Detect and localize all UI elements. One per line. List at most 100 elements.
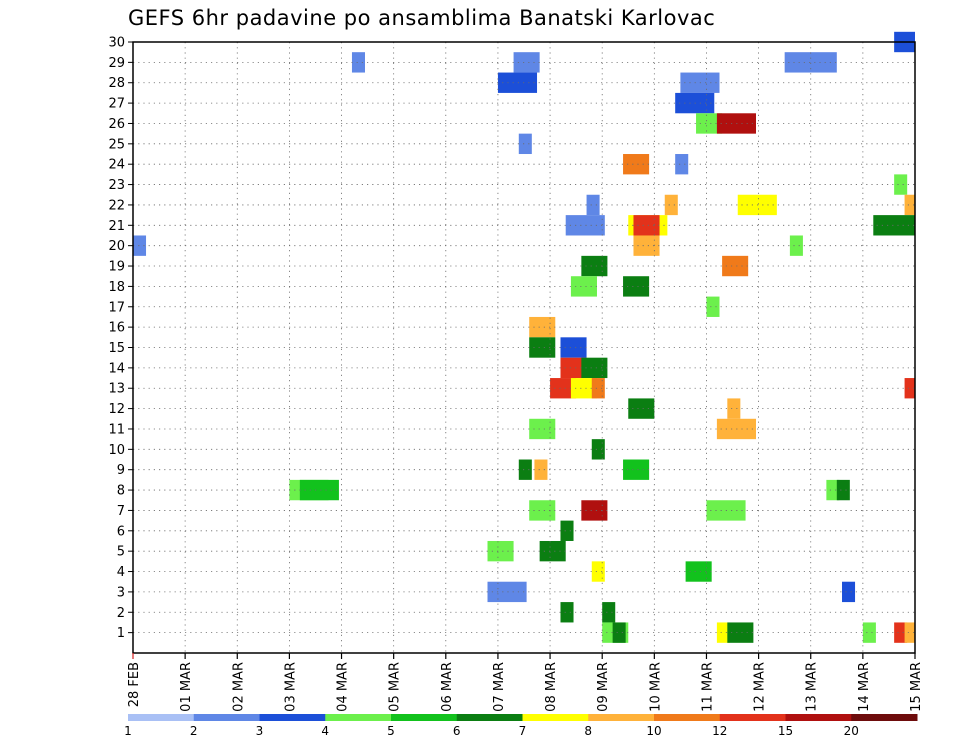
x-tick-label: 05 MAR [388,662,403,712]
heatmap-cell [581,357,608,379]
heatmap-cell [529,500,556,521]
heatmap-cell [581,255,608,277]
colorbar-label: 4 [321,724,329,738]
heatmap-cell [299,479,339,501]
heatmap-cell [560,357,587,379]
colorbar-segment [851,714,918,721]
heatmap-cell [727,622,754,643]
heatmap-cell [560,520,574,541]
heatmap-cell [565,215,605,236]
colorbar: 1 2 3 4 5 6 7 8 10 12 15 20 [124,714,918,738]
y-tick-label: 27 [108,97,125,112]
heatmap-cell [628,398,655,419]
colorbar-label: 12 [712,724,727,738]
heatmap-cell [633,215,660,236]
colorbar-label: 6 [453,724,461,738]
y-tick-label: 5 [117,545,125,560]
heatmap-cell [623,276,650,297]
colorbar-label: 15 [778,724,793,738]
y-tick-label: 6 [117,524,125,539]
heatmap-cell [696,113,723,134]
colorbar-segment [128,714,195,721]
heatmap-cell [570,378,597,399]
heatmap-cell [591,561,605,582]
heatmap-cells [133,31,915,643]
heatmap-cell [685,561,712,582]
y-tick-label: 12 [108,402,125,417]
heatmap-cell [894,174,908,195]
y-tick-label: 24 [108,158,125,173]
heatmap-cell [529,418,556,440]
heatmap-cell [529,316,556,338]
heatmap-cell [487,581,527,603]
heatmap-cell [836,479,850,501]
colorbar-label: 8 [584,724,592,738]
x-tick-label: 08 MAR [544,662,559,712]
colorbar-label: 3 [256,724,264,738]
colorbar-segment [456,714,523,721]
x-tick-label: 03 MAR [283,662,298,712]
heatmap-cell [904,194,915,216]
y-axis: 1234567891011121314151617181920212223242… [108,36,133,641]
heatmap-cell [894,622,908,643]
x-tick-label: 09 MAR [596,662,611,712]
heatmap-cell [586,194,600,216]
heatmap-cell [550,378,577,399]
x-tick-label: 13 MAR [805,662,820,712]
heatmap-cell [581,500,608,521]
y-tick-label: 15 [108,341,125,356]
heatmap-cell [351,52,365,73]
heatmap-cell [873,215,915,236]
heatmap-cell [904,378,915,399]
heatmap-cell [722,255,749,277]
heatmap-cell [716,622,730,643]
x-tick-label: 11 MAR [700,662,715,712]
heatmap-cell [789,235,803,256]
heatmap-cell [529,337,556,358]
y-tick-label: 29 [108,56,125,71]
x-axis: 28 FEB 01 MAR 02 MAR 03 MAR 04 MAR 05 MAR 06 M… [127,653,924,712]
colorbar-segment [325,714,392,721]
heatmap-cell [633,235,660,256]
heatmap-cell [784,52,837,73]
colorbar-segment [588,714,655,721]
heatmap-cell [623,154,650,175]
heatmap-cell [591,439,605,460]
y-tick-label: 16 [108,321,125,336]
y-tick-label: 30 [108,36,125,51]
y-tick-label: 4 [117,565,125,580]
x-tick-label: 15 MAR [909,662,924,712]
colorbar-label: 20 [844,724,859,738]
colorbar-segment [259,714,326,721]
heatmap-cell [862,622,876,643]
y-tick-label: 17 [108,300,125,315]
heatmap-cell [570,276,597,297]
heatmap-cell [560,602,574,623]
y-tick-label: 10 [108,443,125,458]
y-tick-label: 1 [117,626,125,641]
heatmap-cell [675,154,689,175]
heatmap-cell [904,622,915,643]
y-tick-label: 11 [108,422,125,437]
heatmap-cell [518,133,532,155]
heatmap-cell [706,296,720,317]
heatmap-cell [518,459,532,480]
heatmap-cell [539,540,566,562]
x-tick-label: 07 MAR [492,662,507,712]
colorbar-segment [391,714,458,721]
y-tick-label: 13 [108,382,125,397]
y-tick-label: 7 [117,504,125,519]
y-tick-label: 25 [108,137,125,152]
x-tick-label: 02 MAR [231,662,246,712]
y-tick-label: 2 [117,606,125,621]
heatmap-cell [534,459,548,480]
heatmap-cell [602,602,616,623]
colorbar-label: 10 [646,724,661,738]
y-tick-label: 3 [117,585,125,600]
y-tick-label: 26 [108,117,125,132]
colorbar-label: 7 [519,724,527,738]
y-tick-label: 14 [108,361,125,376]
x-tick-label: 14 MAR [857,662,872,712]
heatmap-cell [727,398,741,419]
y-tick-label: 20 [108,239,125,254]
